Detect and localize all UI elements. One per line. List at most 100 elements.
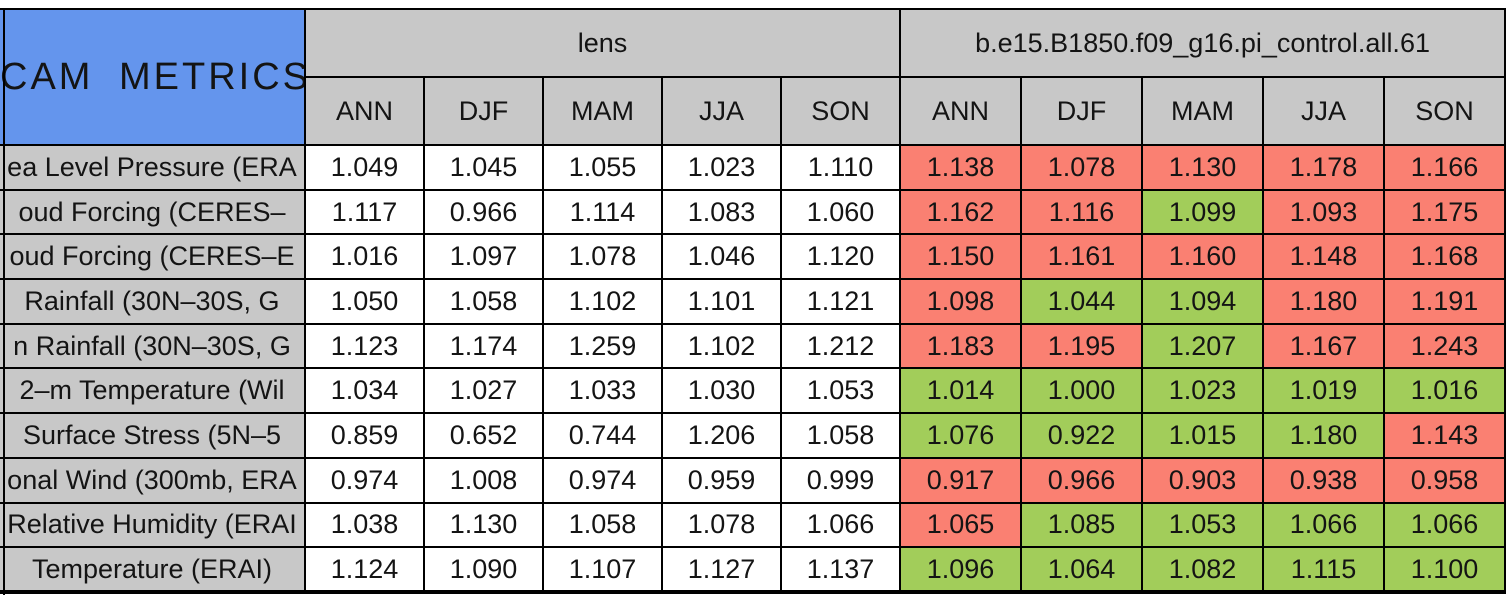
metric-label: Surface Stress (5N–5 <box>0 412 306 459</box>
lens-value-cell: 1.058 <box>779 412 902 459</box>
control-value-cell: 0.958 <box>1383 456 1507 504</box>
lens-value-cell: 1.124 <box>304 546 425 594</box>
control-value-cell: 1.178 <box>1262 144 1386 191</box>
season-header-row: ANN DJF MAM JJA SON ANN DJF MAM JJA SON <box>0 76 1507 146</box>
season-header-djf: DJF <box>423 76 544 146</box>
lens-value-cell: 1.117 <box>304 188 425 236</box>
metric-label: Rainfall (30N–30S, G <box>0 278 306 325</box>
control-value-cell: 1.166 <box>1383 144 1507 191</box>
metric-label: oud Forcing (CERES– <box>0 188 306 236</box>
metric-label: onal Wind (300mb, ERA <box>0 456 306 504</box>
control-value-cell: 0.922 <box>1020 412 1144 459</box>
lens-value-cell: 0.744 <box>542 412 663 459</box>
lens-value-cell: 1.083 <box>661 188 782 236</box>
control-value-cell: 1.138 <box>899 144 1023 191</box>
group-header-control-case: b.e15.B1850.f09_g16.pi_control.all.61 <box>899 8 1507 78</box>
lens-value-cell: 1.030 <box>661 367 782 415</box>
control-value-cell: 1.116 <box>1020 188 1144 236</box>
control-value-cell: 1.100 <box>1383 546 1507 594</box>
season-header-ann: ANN <box>304 76 425 146</box>
lens-value-cell: 1.127 <box>661 546 782 594</box>
control-value-cell: 1.161 <box>1020 233 1144 281</box>
control-value-cell: 1.098 <box>899 278 1023 325</box>
metric-label: n Rainfall (30N–30S, G <box>0 322 306 370</box>
control-value-cell: 0.903 <box>1141 456 1265 504</box>
control-value-cell: 1.076 <box>899 412 1023 459</box>
control-value-cell: 1.085 <box>1020 501 1144 549</box>
control-value-cell: 1.162 <box>899 188 1023 236</box>
control-value-cell: 1.167 <box>1262 322 1386 370</box>
lens-value-cell: 1.046 <box>661 233 782 281</box>
control-value-cell: 1.191 <box>1383 278 1507 325</box>
lens-value-cell: 1.102 <box>661 322 782 370</box>
control-value-cell: 1.180 <box>1262 412 1386 459</box>
season-header-jja: JJA <box>1262 76 1386 146</box>
lens-value-cell: 1.107 <box>542 546 663 594</box>
control-value-cell: 1.180 <box>1262 278 1386 325</box>
lens-value-cell: 1.101 <box>661 278 782 325</box>
left-crop-border-line <box>3 8 5 595</box>
season-header-djf: DJF <box>1020 76 1144 146</box>
metric-label: oud Forcing (CERES–E <box>0 233 306 281</box>
group-header-lens: lens <box>303 8 902 78</box>
season-header-son: SON <box>1383 76 1507 146</box>
lens-value-cell: 1.016 <box>304 233 425 281</box>
lens-value-cell: 1.137 <box>779 546 902 594</box>
control-value-cell: 1.023 <box>1141 367 1265 415</box>
table-row: 2–m Temperature (Wil 1.034 1.027 1.033 1.030… <box>0 367 1507 415</box>
control-value-cell: 1.130 <box>1141 144 1265 191</box>
lens-value-cell: 0.652 <box>423 412 544 459</box>
control-value-cell: 1.096 <box>899 546 1023 594</box>
season-header-jja: JJA <box>661 76 782 146</box>
lens-value-cell: 1.038 <box>304 501 425 549</box>
table-row: Relative Humidity (ERAI 1.038 1.130 1.058 1.… <box>0 501 1507 549</box>
metric-label: ea Level Pressure (ERA <box>0 144 306 191</box>
season-header-mam: MAM <box>542 76 663 146</box>
control-value-cell: 1.019 <box>1262 367 1386 415</box>
lens-value-cell: 1.097 <box>423 233 544 281</box>
lens-value-cell: 1.123 <box>304 322 425 370</box>
lens-value-cell: 1.206 <box>661 412 782 459</box>
lens-value-cell: 1.049 <box>304 144 425 191</box>
control-value-cell: 1.183 <box>899 322 1023 370</box>
control-value-cell: 1.175 <box>1383 188 1507 236</box>
lens-value-cell: 1.058 <box>542 501 663 549</box>
control-value-cell: 1.078 <box>1020 144 1144 191</box>
control-value-cell: 1.143 <box>1383 412 1507 459</box>
lens-value-cell: 1.114 <box>542 188 663 236</box>
control-value-cell: 1.093 <box>1262 188 1386 236</box>
season-header-mam: MAM <box>1141 76 1265 146</box>
control-value-cell: 1.160 <box>1141 233 1265 281</box>
lens-value-cell: 0.974 <box>304 456 425 504</box>
table-row: onal Wind (300mb, ERA 0.974 1.008 0.974 0.95… <box>0 456 1507 504</box>
control-value-cell: 1.066 <box>1262 501 1386 549</box>
control-value-cell: 0.938 <box>1262 456 1386 504</box>
table-row: Surface Stress (5N–5 0.859 0.652 0.744 1.206… <box>0 412 1507 459</box>
control-value-cell: 1.000 <box>1020 367 1144 415</box>
metric-label: Relative Humidity (ERAI <box>0 501 306 549</box>
lens-value-cell: 1.055 <box>542 144 663 191</box>
control-value-cell: 1.065 <box>899 501 1023 549</box>
lens-value-cell: 1.120 <box>779 233 902 281</box>
lens-value-cell: 0.859 <box>304 412 425 459</box>
lens-value-cell: 1.050 <box>304 278 425 325</box>
control-value-cell: 1.207 <box>1141 322 1265 370</box>
cam-metrics-table: CAM METRICS lens b.e15.B1850.f09_g16.pi_… <box>0 8 1507 594</box>
table-row: ea Level Pressure (ERA 1.049 1.045 1.055 1.0… <box>0 144 1507 191</box>
control-value-cell: 1.094 <box>1141 278 1265 325</box>
control-value-cell: 1.243 <box>1383 322 1507 370</box>
lens-value-cell: 1.102 <box>542 278 663 325</box>
control-value-cell: 0.966 <box>1020 456 1144 504</box>
lens-value-cell: 1.058 <box>423 278 544 325</box>
lens-value-cell: 1.066 <box>779 501 902 549</box>
control-value-cell: 1.064 <box>1020 546 1144 594</box>
control-value-cell: 1.082 <box>1141 546 1265 594</box>
lens-value-cell: 0.959 <box>661 456 782 504</box>
lens-value-cell: 1.060 <box>779 188 902 236</box>
control-value-cell: 1.150 <box>899 233 1023 281</box>
lens-value-cell: 1.174 <box>423 322 544 370</box>
lens-value-cell: 1.008 <box>423 456 544 504</box>
metric-label: 2–m Temperature (Wil <box>0 367 306 415</box>
lens-value-cell: 1.090 <box>423 546 544 594</box>
